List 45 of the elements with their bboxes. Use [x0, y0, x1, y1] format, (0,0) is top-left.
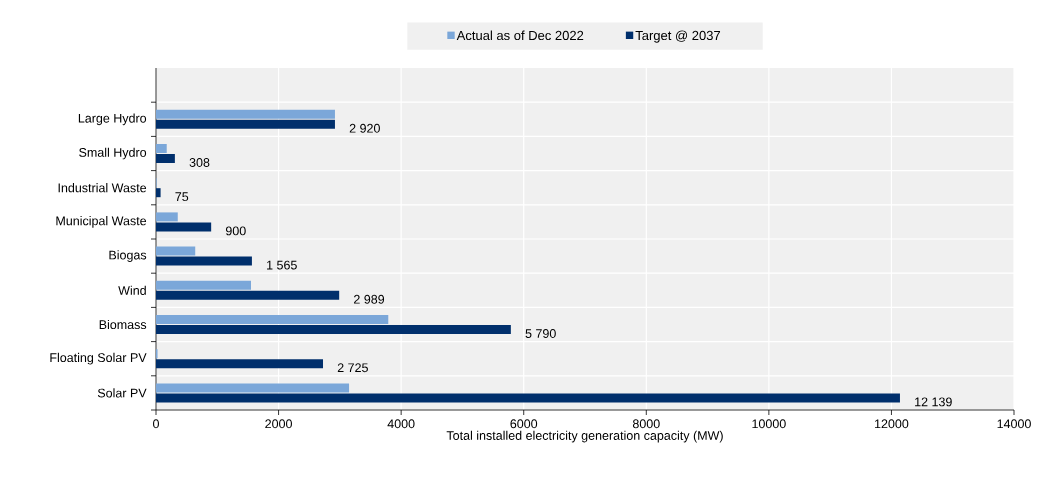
y-tick-label: Biogas	[109, 250, 147, 262]
y-tick-label: Small Hydro	[79, 147, 147, 160]
bar	[156, 212, 178, 222]
data-label: 12 139	[915, 397, 952, 407]
y-tick-label: Biomass	[99, 319, 147, 330]
bar	[156, 393, 900, 403]
bar	[156, 246, 196, 256]
bar	[156, 119, 335, 129]
x-tick-label: 0	[153, 419, 159, 429]
bar	[156, 359, 324, 369]
y-tick-label: Large Hydro	[78, 113, 147, 126]
data-label: 1 565	[267, 260, 297, 270]
x-tick-label: 14000	[997, 419, 1031, 429]
x-tick-label: 4000	[387, 419, 415, 429]
bar	[156, 109, 335, 119]
data-label: 5 790	[525, 329, 556, 338]
x-tick-label: 6000	[510, 419, 538, 429]
data-label: 900	[225, 226, 246, 236]
data-label: 2 920	[349, 123, 380, 133]
data-label: 75	[175, 192, 189, 202]
bar	[156, 315, 389, 324]
data-label: 2 725	[337, 363, 368, 373]
bar	[156, 383, 350, 393]
bar	[156, 188, 161, 198]
y-tick-label: Solar PV	[97, 388, 147, 398]
bar	[156, 144, 167, 153]
y-tick-label: Wind	[118, 285, 146, 295]
legend-label: Target @ 2037	[635, 30, 721, 43]
bar	[156, 154, 175, 163]
bar	[156, 222, 212, 232]
x-tick-label: 12000	[875, 419, 909, 429]
data-label: 308	[189, 158, 210, 167]
bar	[156, 280, 251, 290]
y-tick-label: Municipal Waste	[56, 216, 147, 228]
x-tick-label: 2000	[265, 419, 292, 429]
bar	[156, 290, 340, 300]
x-tick-label: 10000	[752, 419, 786, 429]
y-tick-label: Floating Solar PV	[50, 352, 147, 365]
legend-label: Actual as of Dec 2022	[456, 30, 584, 41]
data-label: 2 989	[354, 294, 385, 304]
x-axis-title: Total installed electricity generation capacity (MW)	[446, 430, 723, 443]
x-tick-label: 8000	[632, 419, 660, 429]
bar	[156, 256, 252, 266]
y-tick-label: Industrial Waste	[58, 183, 147, 193]
bar	[156, 325, 511, 334]
